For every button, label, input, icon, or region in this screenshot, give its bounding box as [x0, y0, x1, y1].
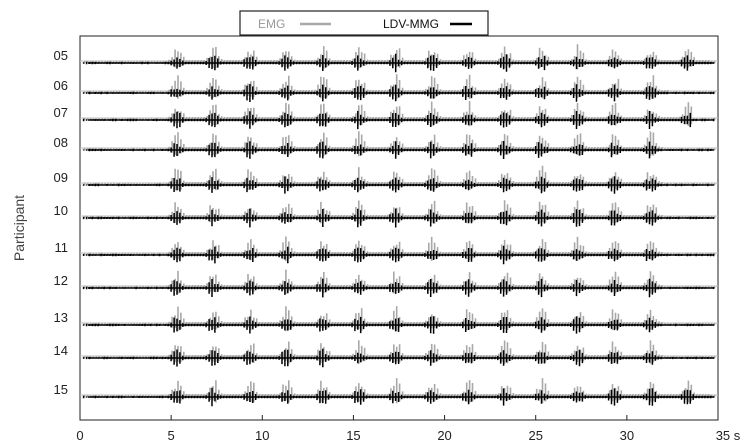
ldv-mmg-trace: [82, 84, 715, 102]
x-tick-label: 35 s: [716, 428, 741, 443]
ldv-mmg-trace: [82, 141, 715, 159]
emg-trace: [83, 306, 716, 332]
participant-label: 10: [54, 203, 68, 218]
signal-traces: [80, 44, 718, 407]
participant-label: 09: [54, 170, 68, 185]
emg-trace: [83, 101, 716, 127]
legend: EMG LDV-MMG: [239, 10, 489, 36]
x-tick-label: 10: [255, 428, 269, 443]
emg-trace: [83, 378, 716, 404]
participant-row-08: [80, 131, 718, 159]
participant-label: 06: [54, 78, 68, 93]
participant-row-11: [80, 236, 718, 265]
ldv-mmg-trace: [82, 348, 715, 368]
ldv-mmg-trace: [82, 208, 715, 228]
x-tick-label: 20: [437, 428, 451, 443]
participant-row-14: [80, 340, 718, 368]
x-axis: 0 5 10 15 20 25 30 35 s: [76, 415, 741, 443]
emg-trace: [83, 340, 716, 364]
participant-row-06: [80, 74, 718, 102]
plot-frame: [79, 35, 719, 421]
participant-row-10: [80, 200, 718, 228]
emg-trace: [83, 165, 716, 192]
ldv-mmg-trace: [82, 278, 715, 298]
participant-label: 11: [55, 240, 69, 255]
ldv-mmg-trace: [82, 245, 715, 265]
x-tick-label: 15: [346, 428, 360, 443]
legend-label-emg: EMG: [258, 17, 285, 31]
emg-trace: [83, 44, 716, 70]
x-tick-label: 25: [528, 428, 542, 443]
participant-row-13: [80, 306, 718, 334]
participant-row-12: [80, 269, 718, 298]
legend-box: [239, 10, 489, 36]
emg-trace: [83, 236, 716, 262]
legend-label-ldv-mmg: LDV-MMG: [383, 17, 439, 31]
emg-trace: [83, 131, 716, 157]
participant-label: 12: [54, 273, 68, 288]
x-tick-label: 30: [620, 428, 634, 443]
participant-row-05: [80, 44, 718, 73]
x-tick-label: 5: [168, 428, 175, 443]
participant-label: 14: [54, 343, 68, 358]
participant-label: 13: [54, 310, 68, 325]
participant-row-15: [80, 378, 718, 407]
participant-label: 08: [54, 135, 68, 150]
ldv-mmg-trace: [82, 176, 715, 194]
participant-label: 05: [54, 48, 68, 63]
ldv-mmg-trace: [82, 316, 715, 334]
participant-label: 07: [54, 105, 68, 120]
x-tick-label: 0: [76, 428, 83, 443]
y-axis-title: Participant: [11, 195, 27, 261]
participant-labels: 05 06 07 08 09 10 11 12 13 14 15: [54, 48, 68, 397]
participant-label: 15: [54, 382, 68, 397]
participant-row-09: [80, 165, 718, 194]
ldv-mmg-trace: [82, 53, 715, 73]
emg-trace: [83, 74, 716, 100]
ldv-mmg-trace: [82, 387, 715, 407]
ldv-mmg-trace: [82, 110, 715, 130]
participant-row-07: [80, 101, 718, 130]
emg-trace: [83, 200, 716, 224]
